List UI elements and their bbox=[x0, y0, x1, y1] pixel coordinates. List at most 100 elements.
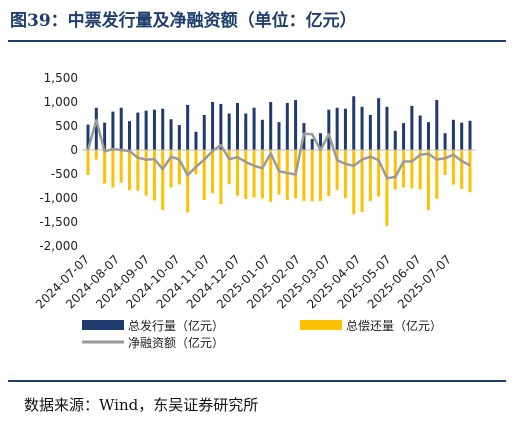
issuance-bar bbox=[443, 133, 447, 150]
repayment-bar bbox=[377, 150, 381, 197]
issuance-bar bbox=[211, 102, 215, 150]
issuance-bar bbox=[177, 125, 181, 150]
repayment-bar bbox=[402, 150, 406, 188]
issuance-bar bbox=[327, 109, 331, 150]
repayment-bar bbox=[335, 150, 339, 190]
issuance-bar bbox=[451, 119, 455, 150]
repayment-bar bbox=[327, 150, 331, 197]
issuance-bar bbox=[435, 100, 439, 150]
repayment-bar bbox=[352, 150, 356, 215]
issuance-bar bbox=[161, 108, 165, 150]
repayment-bar bbox=[393, 150, 397, 190]
issuance-bar bbox=[186, 104, 190, 150]
y-tick-label: 500 bbox=[55, 119, 78, 133]
issuance-bar bbox=[418, 115, 422, 150]
repayment-bar bbox=[136, 150, 140, 191]
issuance-bar bbox=[285, 102, 289, 150]
issuance-bar bbox=[460, 122, 464, 150]
repayment-bar bbox=[94, 150, 98, 160]
issuance-bar bbox=[368, 114, 372, 150]
y-tick-label: 1,000 bbox=[44, 95, 78, 109]
figure-title: 图39：中票发行量及净融资额（单位：亿元） bbox=[10, 11, 357, 31]
repayment-bar bbox=[219, 150, 223, 205]
issuance-bars bbox=[86, 96, 472, 150]
legend-swatch-issuance bbox=[82, 320, 124, 330]
source-rule bbox=[8, 380, 506, 382]
issuance-bar bbox=[152, 109, 156, 150]
repayment-bar bbox=[252, 150, 256, 198]
repayment-bar bbox=[385, 150, 389, 226]
legend-label-repayment: 总偿还量（亿元） bbox=[346, 318, 442, 333]
legend-swatch-repayment bbox=[300, 320, 342, 330]
issuance-bar bbox=[144, 110, 148, 150]
issuance-bar bbox=[343, 108, 347, 150]
repayment-bar bbox=[460, 150, 464, 189]
repayment-bar bbox=[451, 150, 455, 185]
legend: 总发行量（亿元） 总偿还量（亿元） 净融资额（亿元） bbox=[82, 318, 442, 350]
legend-label-issuance: 总发行量（亿元） bbox=[128, 318, 224, 333]
y-tick-label: -2,000 bbox=[39, 239, 78, 253]
repayment-bar bbox=[144, 150, 148, 196]
repayment-bar bbox=[86, 150, 90, 175]
repayment-bar bbox=[435, 150, 439, 199]
issuance-bar bbox=[244, 113, 248, 150]
repayment-bar bbox=[152, 150, 156, 201]
repayment-bar bbox=[128, 150, 132, 191]
repayment-bar bbox=[260, 150, 264, 199]
repayment-bar bbox=[310, 150, 314, 202]
repayment-bar bbox=[177, 150, 181, 185]
repayment-bar bbox=[211, 150, 215, 194]
repayment-bar bbox=[227, 150, 231, 185]
x-axis: 2024-07-072024-08-072024-09-072024-10-07… bbox=[33, 252, 454, 311]
repayment-bar bbox=[269, 150, 273, 202]
issuance-bar bbox=[410, 105, 414, 150]
title-rule bbox=[8, 40, 506, 42]
repayment-bar bbox=[360, 150, 364, 212]
issuance-bar bbox=[235, 102, 239, 150]
y-tick-label: -500 bbox=[51, 167, 78, 181]
y-tick-label: 0 bbox=[70, 143, 78, 157]
repayment-bar bbox=[169, 150, 173, 188]
repayment-bar bbox=[285, 150, 289, 200]
issuance-bar bbox=[277, 122, 281, 150]
repayment-bar bbox=[194, 150, 198, 174]
issuance-bar bbox=[335, 107, 339, 150]
issuance-bar bbox=[119, 107, 123, 150]
source-note: 数据来源：Wind，东吴证券研究所 bbox=[24, 396, 259, 414]
issuance-bar bbox=[103, 122, 107, 150]
repayment-bar bbox=[202, 150, 206, 200]
repayment-bar bbox=[443, 150, 447, 175]
repayment-bar bbox=[119, 150, 123, 183]
y-tick-label: -1,500 bbox=[39, 215, 78, 229]
repayment-bar bbox=[111, 150, 115, 188]
repayment-bars bbox=[86, 150, 472, 226]
issuance-bar bbox=[260, 119, 264, 150]
issuance-bar bbox=[86, 124, 90, 150]
repayment-bar bbox=[186, 150, 190, 213]
issuance-bar bbox=[128, 121, 132, 150]
repayment-bar bbox=[426, 150, 430, 210]
repayment-bar bbox=[418, 150, 422, 190]
issuance-bar bbox=[426, 122, 430, 150]
issuance-bar bbox=[310, 138, 314, 150]
issuance-bar bbox=[468, 120, 472, 150]
repayment-bar bbox=[103, 150, 107, 184]
issuance-bar bbox=[227, 113, 231, 150]
y-axis: 1,500 1,000 500 0 -500 -1,000 -1,500 -2,000 bbox=[39, 71, 78, 253]
legend-label-net: 净融资额（亿元） bbox=[128, 335, 224, 350]
net-financing-line bbox=[86, 118, 471, 180]
repayment-bar bbox=[343, 150, 347, 198]
issuance-bar bbox=[385, 106, 389, 150]
repayment-bar bbox=[410, 150, 414, 189]
repayment-bar bbox=[244, 150, 248, 199]
y-tick-label: -1,000 bbox=[39, 191, 78, 205]
repayment-bar bbox=[319, 150, 323, 201]
issuance-bar bbox=[360, 106, 364, 150]
issuance-bar bbox=[294, 100, 298, 150]
issuance-bar bbox=[219, 103, 223, 150]
repayment-bar bbox=[302, 150, 306, 201]
issuance-bar bbox=[377, 98, 381, 150]
issuance-bar bbox=[136, 112, 140, 150]
issuance-bar bbox=[202, 114, 206, 150]
issuance-bar bbox=[194, 131, 198, 150]
